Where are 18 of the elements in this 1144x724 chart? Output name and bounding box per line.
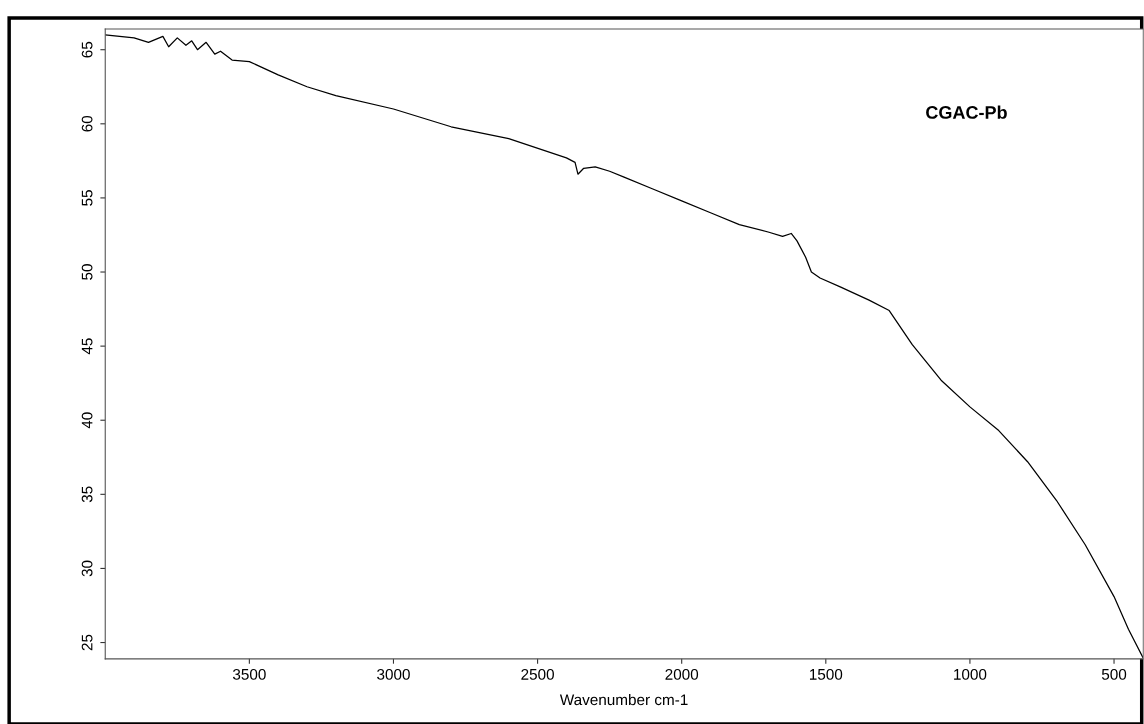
y-tick-label: 40 bbox=[81, 412, 93, 429]
annotation: CGAC-Pb bbox=[926, 105, 1007, 119]
y-tick-label: 50 bbox=[81, 264, 93, 280]
y-tick-label: 65 bbox=[81, 41, 93, 58]
x-tick-label: 1000 bbox=[954, 668, 987, 680]
x-tick-label: 2000 bbox=[665, 668, 699, 680]
y-tick-label: 35 bbox=[81, 486, 93, 503]
x-axis-title: Wavenumber cm-1 bbox=[559, 693, 688, 706]
y-tick-label: 55 bbox=[81, 190, 93, 206]
x-tick-label: 3000 bbox=[377, 668, 410, 680]
x-tick-label: 3500 bbox=[232, 668, 266, 680]
y-tick-label: 45 bbox=[81, 338, 93, 355]
x-tick-label: 1500 bbox=[809, 668, 843, 680]
x-tick-label: 500 bbox=[1101, 668, 1127, 680]
y-tick-label: 60 bbox=[81, 115, 93, 132]
y-tick-label: 30 bbox=[81, 560, 93, 577]
y-tick-label: 25 bbox=[81, 634, 93, 651]
x-tick-label: 2500 bbox=[521, 668, 554, 680]
